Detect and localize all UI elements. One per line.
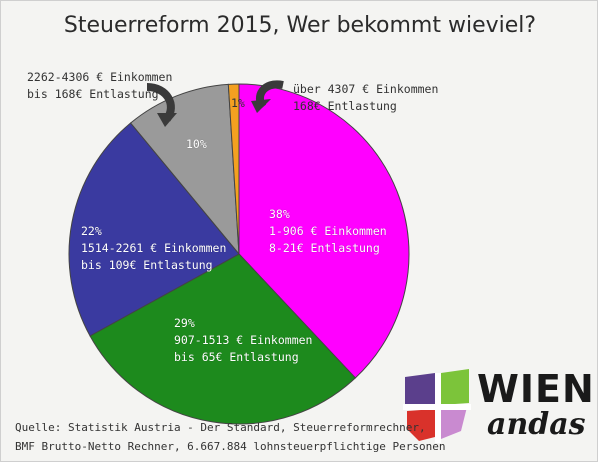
pie-slice-10 — [129, 83, 240, 256]
wien-andas-logo-shield — [403, 369, 471, 443]
slice-label-1: 1% — [231, 96, 245, 110]
logo-word-andas: andas — [487, 407, 586, 442]
pie-slice-22 — [68, 122, 240, 337]
logo-word-wien: WIEN — [477, 367, 595, 411]
curved-arrow-left-icon — [146, 83, 177, 127]
curved-arrow-right-icon — [251, 80, 284, 113]
callout-right: über 4307 € Einkommen 168€ Entlastung — [293, 82, 439, 113]
chart-title: Steuerreform 2015, Wer bekommt wieviel? — [63, 13, 537, 38]
slice-label-38: 38% 1-906 € Einkommen 8-21€ Entlastung — [269, 207, 387, 255]
callout-left: 2262-4306 € Einkommen bis 168€ Entlastun… — [27, 70, 173, 101]
slice-label-29: 29% 907-1513 € Einkommen bis 65€ Entlast… — [174, 316, 313, 364]
pie-slice-38 — [238, 83, 410, 379]
slice-label-22: 22% 1514-2261 € Einkommen bis 109€ Entla… — [81, 224, 227, 272]
pie-slice-1 — [227, 83, 240, 255]
source-note: Quelle: Statistik Austria - Der Standard… — [15, 421, 446, 453]
pie-slice-29 — [89, 253, 357, 425]
slice-label-10: 10% — [186, 137, 207, 151]
